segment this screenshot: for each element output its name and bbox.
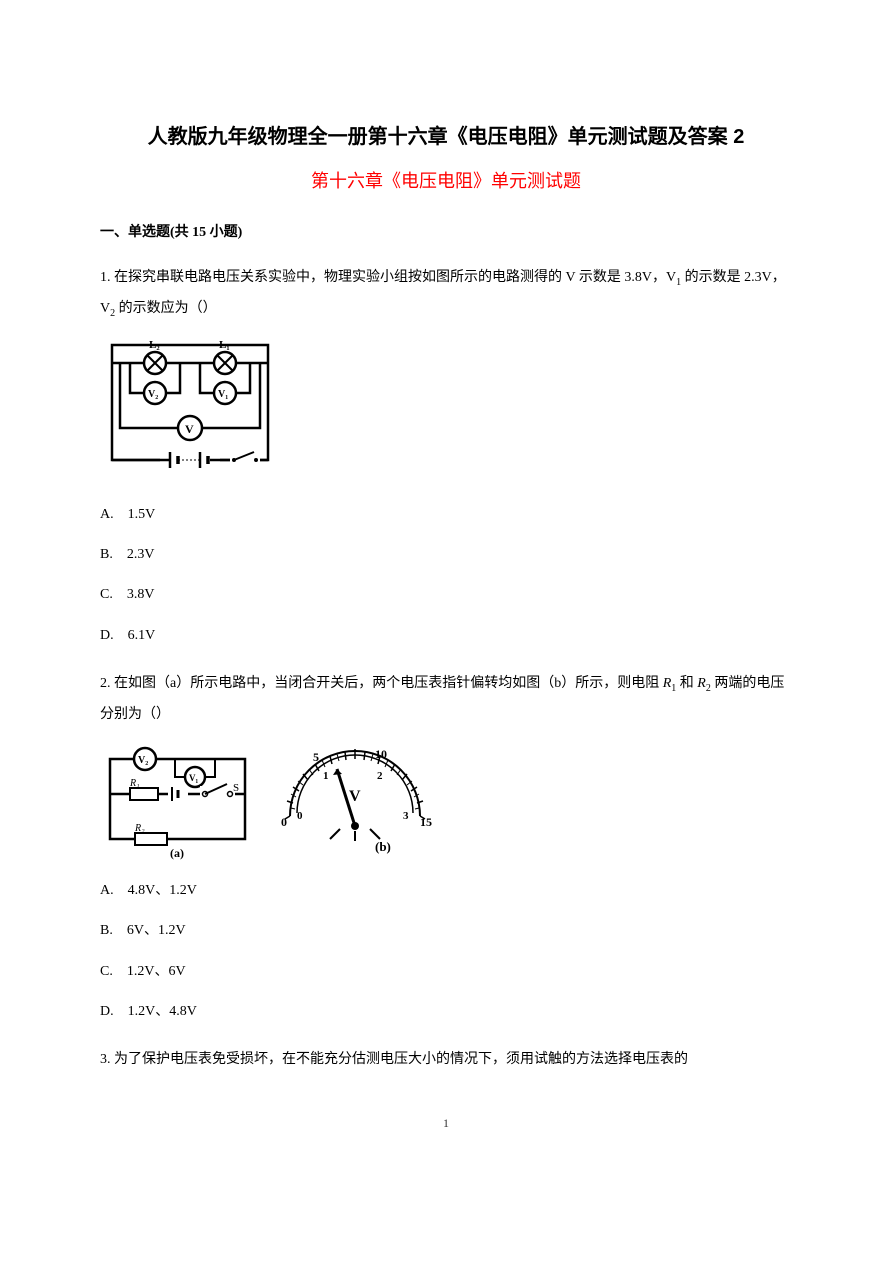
q2-option-c: C. 1.2V、6V — [100, 961, 792, 983]
meter-inner-2: 2 — [377, 770, 383, 782]
q2-meter-svg: 0 5 10 15 0 1 2 3 V (b) — [275, 741, 435, 861]
q2-text-b: 和 — [676, 676, 697, 691]
q1-circuit-figure: L₂ L₁ V₂ V₁ V — [100, 333, 792, 488]
q2-label-S: S — [233, 782, 239, 794]
q2-label-V2: V₂ — [138, 755, 148, 766]
q2-R1: R — [663, 676, 672, 691]
question-1-text: 1. 在探究串联电路电压关系实验中，物理实验小组按如图所示的电路测得的 V 示数… — [100, 263, 792, 325]
q1-option-d: D. 6.1V — [100, 625, 792, 647]
section-header: 一、单选题(共 15 小题) — [100, 221, 792, 241]
meter-inner-1: 1 — [323, 770, 329, 782]
q1-text-a: 1. 在探究串联电路电压关系实验中，物理实验小组按如图所示的电路测得的 V 示数… — [100, 270, 676, 285]
q1-options: A. 1.5V B. 2.3V C. 3.8V D. 6.1V — [100, 504, 792, 648]
meter-outer-0: 0 — [281, 815, 287, 829]
q2-text-a: 2. 在如图（a）所示电路中，当闭合开关后，两个电压表指针偏转均如图（b）所示，… — [100, 676, 663, 691]
q1-label-L2: L₂ — [149, 339, 160, 351]
q2-label-b: (b) — [375, 839, 391, 854]
q1-label-L1: L₁ — [219, 339, 230, 351]
q2-circuit-svg: V₂ V₁ R₁ S R₂ (a) — [100, 739, 255, 864]
q2-option-b: B. 6V、1.2V — [100, 920, 792, 942]
meter-outer-15: 15 — [420, 815, 432, 829]
main-title: 人教版九年级物理全一册第十六章《电压电阻》单元测试题及答案 2 — [100, 120, 792, 149]
q1-option-b: B. 2.3V — [100, 544, 792, 566]
question-2-text: 2. 在如图（a）所示电路中，当闭合开关后，两个电压表指针偏转均如图（b）所示，… — [100, 669, 792, 731]
q1-option-a: A. 1.5V — [100, 504, 792, 526]
q1-label-V: V — [185, 422, 194, 436]
page-number: 1 — [100, 1116, 792, 1131]
meter-inner-0: 0 — [297, 810, 303, 822]
meter-outer-10: 10 — [375, 747, 387, 761]
q1-circuit-svg: L₂ L₁ V₂ V₁ V — [100, 333, 280, 483]
q1-option-c: C. 3.8V — [100, 584, 792, 606]
question-3-text: 3. 为了保护电压表免受损坏，在不能充分估测电压大小的情况下，须用试触的方法选择… — [100, 1045, 792, 1076]
q2-label-R2: R₂ — [134, 823, 145, 834]
meter-inner-3: 3 — [403, 810, 409, 822]
q2-figure: V₂ V₁ R₁ S R₂ (a) — [100, 739, 792, 864]
q2-options: A. 4.8V、1.2V B. 6V、1.2V C. 1.2V、6V D. 1.… — [100, 880, 792, 1024]
q2-R2: R — [697, 676, 706, 691]
meter-label-V: V — [349, 788, 361, 805]
q1-text-c: 的示数应为（） — [115, 301, 217, 316]
sub-title: 第十六章《电压电阻》单元测试题 — [100, 167, 792, 193]
q2-label-a: (a) — [170, 846, 184, 860]
q1-label-V2: V₂ — [148, 389, 158, 400]
q2-label-V1: V₁ — [189, 773, 198, 783]
meter-outer-5: 5 — [313, 750, 319, 764]
q2-option-d: D. 1.2V、4.8V — [100, 1001, 792, 1023]
q2-label-R1: R₁ — [129, 778, 140, 789]
q1-label-V1: V₁ — [218, 389, 228, 400]
q2-option-a: A. 4.8V、1.2V — [100, 880, 792, 902]
